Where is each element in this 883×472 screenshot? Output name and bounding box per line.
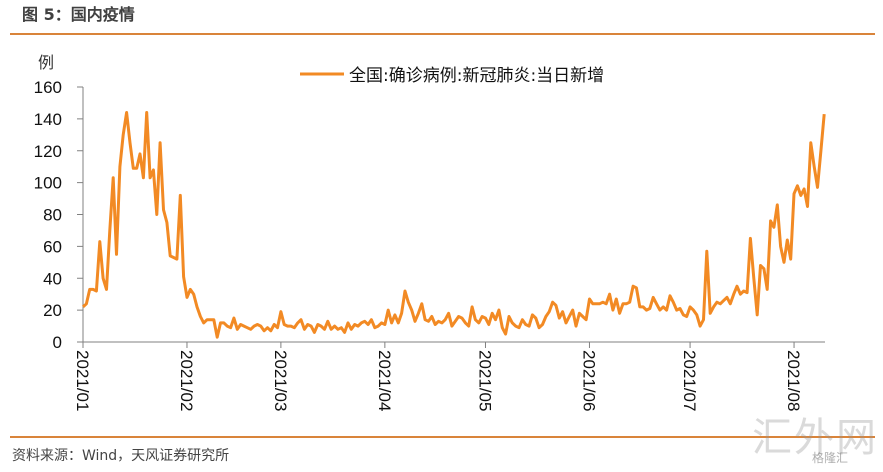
x-tick-label: 2021/02: [177, 350, 196, 411]
x-tick-label: 2021/05: [475, 350, 494, 411]
y-tick-label: 0: [53, 333, 62, 352]
y-tick-label: 160: [34, 78, 62, 97]
x-tick-label: 2021/04: [375, 350, 394, 411]
series-line: [81, 111, 826, 339]
top-divider: [10, 33, 875, 35]
y-tick-label: 120: [34, 142, 62, 161]
legend: 全国:确诊病例:新冠肺炎:当日新增: [300, 66, 604, 86]
x-tick-label: 2021/03: [271, 350, 290, 411]
y-tick-label: 40: [43, 269, 62, 288]
source-note: 资料来源：Wind，天风证券研究所: [12, 448, 230, 464]
figure-title: 图 5：国内疫情: [22, 5, 135, 24]
x-tick-label: 2021/01: [73, 350, 92, 411]
x-tick-label: 2021/06: [579, 350, 598, 411]
y-tick-label: 60: [43, 237, 62, 256]
y-axis-unit: 例: [38, 53, 54, 72]
watermark: 汇外网: [752, 415, 878, 461]
watermark-logo: 格隆汇: [812, 451, 849, 465]
legend-label: 全国:确诊病例:新冠肺炎:当日新增: [349, 66, 604, 86]
bottom-divider: [10, 436, 875, 438]
y-tick-label: 140: [34, 110, 62, 129]
y-tick-label: 20: [43, 301, 62, 320]
y-tick-label: 100: [34, 174, 62, 193]
y-tick-label: 80: [43, 206, 62, 225]
x-tick-label: 2021/08: [784, 350, 803, 411]
x-tick-label: 2021/07: [680, 350, 699, 411]
